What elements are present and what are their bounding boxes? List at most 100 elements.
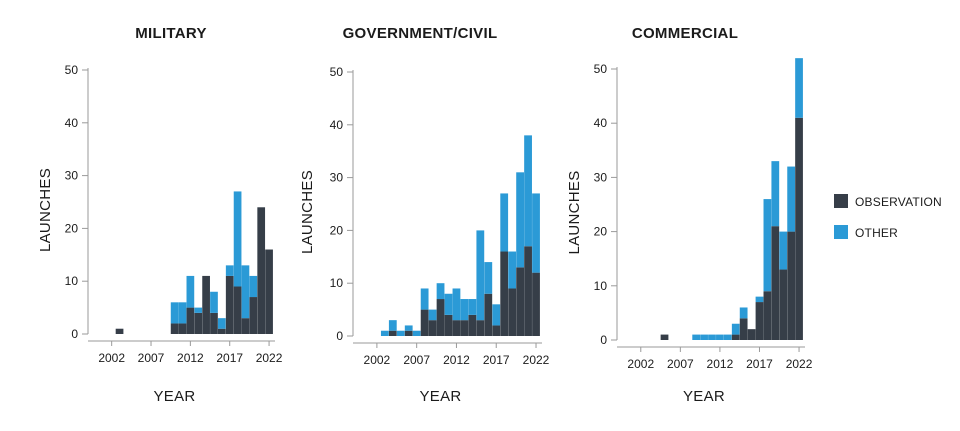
bar-observation-2018 <box>500 251 509 336</box>
x-tick-label: 2017 <box>746 357 773 371</box>
bar-other-2008 <box>420 288 429 310</box>
y-axis-label: LAUNCHES <box>37 168 54 252</box>
bar-other-2010 <box>170 302 179 324</box>
bar-observation-2004 <box>388 330 397 336</box>
bar-other-2011 <box>178 302 187 324</box>
bar-other-2017 <box>492 304 501 326</box>
bar-observation-2020 <box>516 267 525 336</box>
x-tick-label: 2002 <box>364 353 391 367</box>
x-tick-label: 2012 <box>707 357 734 371</box>
y-tick-label: 30 <box>594 170 608 184</box>
bar-observation-2008 <box>420 309 429 336</box>
bar-other-2010 <box>436 283 445 300</box>
bar-other-2022 <box>795 58 803 118</box>
bar-other-2016 <box>217 318 226 329</box>
x-axis-label: YEAR <box>683 388 725 405</box>
bar-observation-2017 <box>755 302 764 340</box>
bar-observation-2015 <box>476 320 485 336</box>
bar-other-2013 <box>460 299 469 321</box>
bar-observation-2012 <box>452 320 461 336</box>
bar-observation-2009 <box>428 320 437 336</box>
bar-other-2005 <box>396 330 405 336</box>
bar-other-2015 <box>476 230 485 321</box>
bar-other-2020 <box>779 231 788 270</box>
bar-observation-2014 <box>202 275 210 334</box>
bar-other-2018 <box>233 191 242 287</box>
y-tick-label: 40 <box>65 116 79 130</box>
panel-title: COMMERCIAL <box>632 25 738 42</box>
y-tick-label: 0 <box>71 327 78 341</box>
bar-other-2020 <box>516 172 525 268</box>
bar-other-2006 <box>404 325 413 331</box>
bar-observation-2014 <box>468 314 477 336</box>
bar-observation-2003 <box>115 328 124 334</box>
bar-other-2017 <box>225 265 234 276</box>
y-tick-label: 10 <box>65 274 79 288</box>
y-tick-label: 40 <box>594 116 608 130</box>
bar-other-2022 <box>532 193 540 273</box>
bar-other-2018 <box>763 199 772 292</box>
x-tick-label: 2007 <box>403 353 430 367</box>
panel-title: GOVERNMENT/CIVIL <box>343 25 498 42</box>
bar-observation-2012 <box>186 307 195 334</box>
bar-other-2007 <box>412 330 421 336</box>
bar-other-2012 <box>452 288 461 321</box>
bar-other-2015 <box>739 307 748 319</box>
x-tick-label: 2012 <box>177 351 204 365</box>
bar-observation-2021 <box>787 231 796 340</box>
x-tick-label: 2017 <box>216 351 243 365</box>
bar-observation-2020 <box>249 297 258 334</box>
bar-other-2019 <box>771 161 780 227</box>
bar-other-2010 <box>700 334 708 340</box>
y-tick-label: 10 <box>330 276 344 290</box>
bar-other-2004 <box>388 320 397 331</box>
bar-observation-2019 <box>771 226 780 340</box>
bar-other-2020 <box>249 275 258 298</box>
bar-other-2012 <box>186 275 195 308</box>
panel-commercial: COMMERCIAL 0 10 20 30 40 50 2002 2007 2012 2017 202… <box>566 25 813 405</box>
bar-observation-2010 <box>436 299 445 336</box>
x-axis-label: YEAR <box>419 388 461 405</box>
y-tick-label: 40 <box>330 118 344 132</box>
legend-swatch-other <box>834 225 848 239</box>
bar-observation-2019 <box>241 318 250 334</box>
bar-observation-2016 <box>484 293 493 336</box>
bar-observation-2020 <box>779 269 788 340</box>
y-tick-label: 50 <box>65 63 79 77</box>
bar-other-2009 <box>692 334 701 340</box>
bar-other-2019 <box>241 265 250 319</box>
y-tick-label: 50 <box>330 65 344 79</box>
panel-military: MILITARY 0 10 20 30 40 50 2002 2007 2012 2017 2022 L… <box>37 25 283 405</box>
bar-observation-2010 <box>170 323 179 334</box>
bar-other-2013 <box>723 334 732 340</box>
bar-observation-2017 <box>492 325 501 336</box>
x-tick-label: 2022 <box>256 351 283 365</box>
legend: OBSERVATION OTHER <box>834 194 942 240</box>
legend-label-observation: OBSERVATION <box>855 195 942 209</box>
bar-observation-2016 <box>217 328 226 334</box>
bar-observation-2019 <box>508 288 517 336</box>
bar-observation-2011 <box>178 323 187 334</box>
bar-observation-2017 <box>225 275 234 334</box>
x-axis-label: YEAR <box>153 388 195 405</box>
y-axis-label: LAUNCHES <box>566 170 583 254</box>
bar-observation-2022 <box>265 249 273 334</box>
x-tick-label: 2002 <box>98 351 125 365</box>
bar-other-2014 <box>731 323 740 335</box>
bar-observation-2005 <box>660 334 669 340</box>
bar-other-2012 <box>716 334 724 340</box>
bar-other-2014 <box>468 299 477 315</box>
bar-observation-2015 <box>210 312 218 334</box>
bar-observation-2022 <box>795 117 803 340</box>
bar-other-2016 <box>484 262 493 294</box>
bar-other-2011 <box>444 293 453 315</box>
bar-other-2019 <box>508 251 517 289</box>
bar-observation-2021 <box>524 246 532 336</box>
y-tick-label: 0 <box>336 329 343 343</box>
legend-label-other: OTHER <box>855 226 898 240</box>
bar-other-2017 <box>755 296 764 303</box>
x-tick-label: 2007 <box>138 351 165 365</box>
bar-observation-2021 <box>257 207 266 334</box>
y-tick-label: 0 <box>600 333 607 347</box>
bar-other-2018 <box>500 193 509 252</box>
